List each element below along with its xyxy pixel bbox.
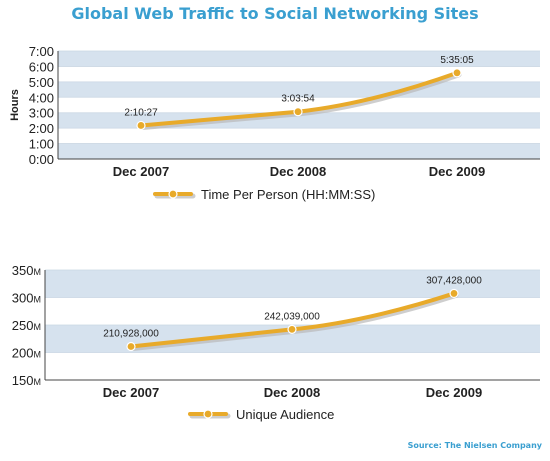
audience-data-point [449, 288, 459, 299]
audience-data-label: 242,039,000 [264, 311, 320, 322]
time-band [58, 51, 540, 67]
time-series-line [139, 70, 459, 128]
time-y-tick-label: 1:00 [29, 137, 54, 152]
time-x-tick-label: Dec 2009 [429, 164, 485, 179]
time-x-tick-label: Dec 2008 [270, 164, 326, 179]
time-band [58, 97, 540, 113]
time-series-shadow [140, 72, 462, 130]
audience-y-tick-label: 350M [12, 263, 41, 278]
time-band [58, 128, 540, 144]
time-band [58, 66, 540, 82]
audience-x-tick-label: Dec 2007 [103, 385, 159, 400]
time-data-label: 2:10:27 [124, 107, 158, 118]
time-y-tick-label: 6:00 [29, 59, 54, 74]
time-data-label: 3:03:54 [281, 94, 315, 105]
audience-legend-marker [203, 409, 213, 419]
time-data-point [293, 107, 303, 117]
time-y-tick-label: 2:00 [29, 121, 54, 136]
time-data-point [452, 68, 462, 78]
audience-legend-label: Unique Audience [236, 407, 334, 422]
audience-data-label: 210,928,000 [103, 328, 159, 339]
audience-data-point [287, 324, 297, 334]
time-y-tick-label: 7:00 [29, 44, 54, 59]
time-legend-label: Time Per Person (HH:MM:SS) [201, 187, 375, 202]
audience-series-shadow [130, 292, 459, 351]
chart-title: Global Web Traffic to Social Networking … [71, 4, 479, 23]
audience-y-tick-label: 200M [12, 346, 41, 361]
time-data-point [136, 120, 146, 131]
time-y-tick-label: 5:00 [29, 75, 54, 90]
audience-y-tick-label: 300M [12, 291, 41, 306]
audience-band [45, 297, 540, 325]
audience-series-line [129, 291, 456, 349]
time-data-label: 5:35:05 [440, 55, 474, 66]
audience-y-tick-label: 250M [12, 318, 41, 333]
audience-band [45, 352, 540, 380]
time-x-tick-label: Dec 2007 [113, 164, 169, 179]
time-y-tick-label: 3:00 [29, 106, 54, 121]
audience-data-point [126, 341, 136, 352]
audience-y-tick-label: 150M [12, 373, 41, 388]
time-y-tick-label: 0:00 [29, 152, 54, 167]
time-band [58, 143, 540, 159]
audience-x-tick-label: Dec 2008 [264, 385, 320, 400]
audience-data-label: 307,428,000 [426, 275, 482, 286]
time-legend-marker [168, 189, 178, 199]
source-note: Source: The Nielsen Company [407, 441, 542, 450]
time-y-tick-label: 4:00 [29, 90, 54, 105]
time-y-axis-title: Hours [9, 89, 21, 121]
audience-x-tick-label: Dec 2009 [426, 385, 482, 400]
